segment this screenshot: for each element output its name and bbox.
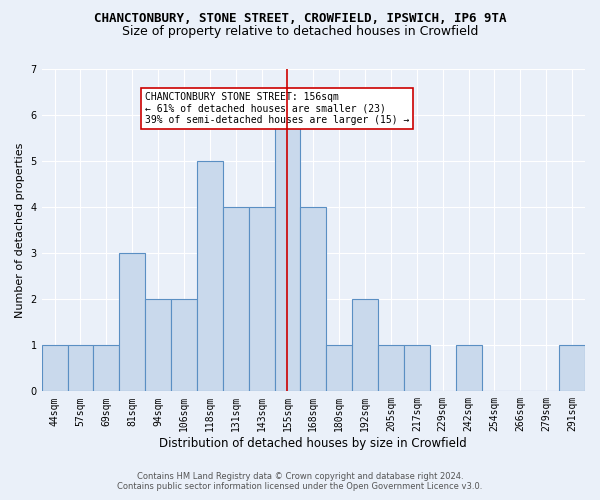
Text: Contains HM Land Registry data © Crown copyright and database right 2024.: Contains HM Land Registry data © Crown c… — [137, 472, 463, 481]
Bar — [378, 346, 404, 392]
Text: Size of property relative to detached houses in Crowfield: Size of property relative to detached ho… — [122, 25, 478, 38]
Bar — [119, 253, 145, 392]
Bar — [171, 299, 197, 392]
Bar — [559, 346, 585, 392]
Text: CHANCTONBURY STONE STREET: 156sqm
← 61% of detached houses are smaller (23)
39% : CHANCTONBURY STONE STREET: 156sqm ← 61% … — [145, 92, 410, 125]
Bar — [275, 115, 301, 392]
Bar — [352, 299, 378, 392]
Bar — [404, 346, 430, 392]
Bar — [94, 346, 119, 392]
Y-axis label: Number of detached properties: Number of detached properties — [15, 142, 25, 318]
Bar — [41, 346, 68, 392]
Text: CHANCTONBURY, STONE STREET, CROWFIELD, IPSWICH, IP6 9TA: CHANCTONBURY, STONE STREET, CROWFIELD, I… — [94, 12, 506, 26]
Bar — [223, 207, 248, 392]
Text: Contains public sector information licensed under the Open Government Licence v3: Contains public sector information licen… — [118, 482, 482, 491]
Bar — [248, 207, 275, 392]
Bar — [326, 346, 352, 392]
Bar — [197, 161, 223, 392]
X-axis label: Distribution of detached houses by size in Crowfield: Distribution of detached houses by size … — [160, 437, 467, 450]
Bar — [455, 346, 482, 392]
Bar — [301, 207, 326, 392]
Bar — [145, 299, 171, 392]
Bar — [68, 346, 94, 392]
